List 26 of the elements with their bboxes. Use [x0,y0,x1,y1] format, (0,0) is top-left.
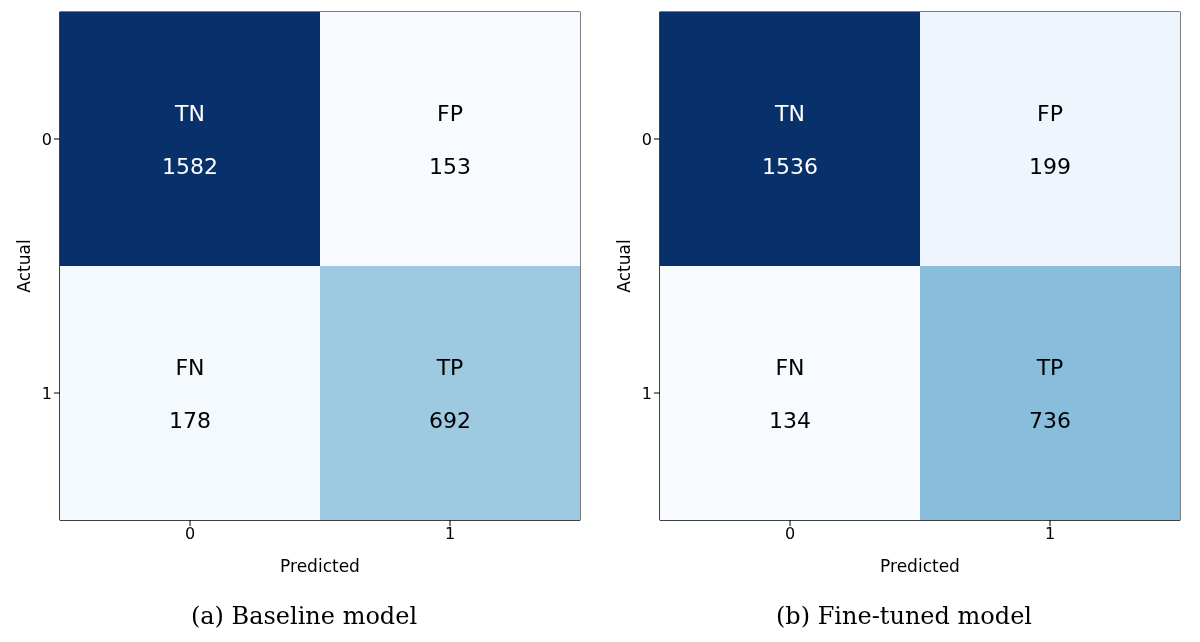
data-label: 134 [769,408,811,433]
x-tick-label: 0 [184,524,196,544]
data-label: 199 [1029,154,1071,179]
annotation: FP [437,101,463,126]
data-label: 178 [169,408,211,433]
data-label: 153 [429,154,471,179]
data-label: 1582 [162,154,218,179]
data-label: 1536 [762,154,818,179]
y-axis-title: Actual [14,239,35,293]
annotation: FN [775,355,805,380]
annotation: FN [175,355,205,380]
data-label: 736 [1029,408,1071,433]
annotation: TN [774,101,805,126]
text: (a) Baseline model [189,602,419,630]
text: (b) Fine-tuned model [775,602,1033,630]
annotation: TP [435,355,464,380]
x-axis-title: Predicted [280,556,360,576]
annotation: TP [1035,355,1064,380]
annotation: FP [1037,101,1063,126]
annotation: TN [174,101,205,126]
x-axis-title: Predicted [880,556,960,576]
y-axis-title: Actual [614,239,635,293]
x-tick-label: 1 [1044,524,1056,544]
x-tick-label: 1 [444,524,456,544]
x-tick-label: 0 [784,524,796,544]
data-label: 692 [429,408,471,433]
